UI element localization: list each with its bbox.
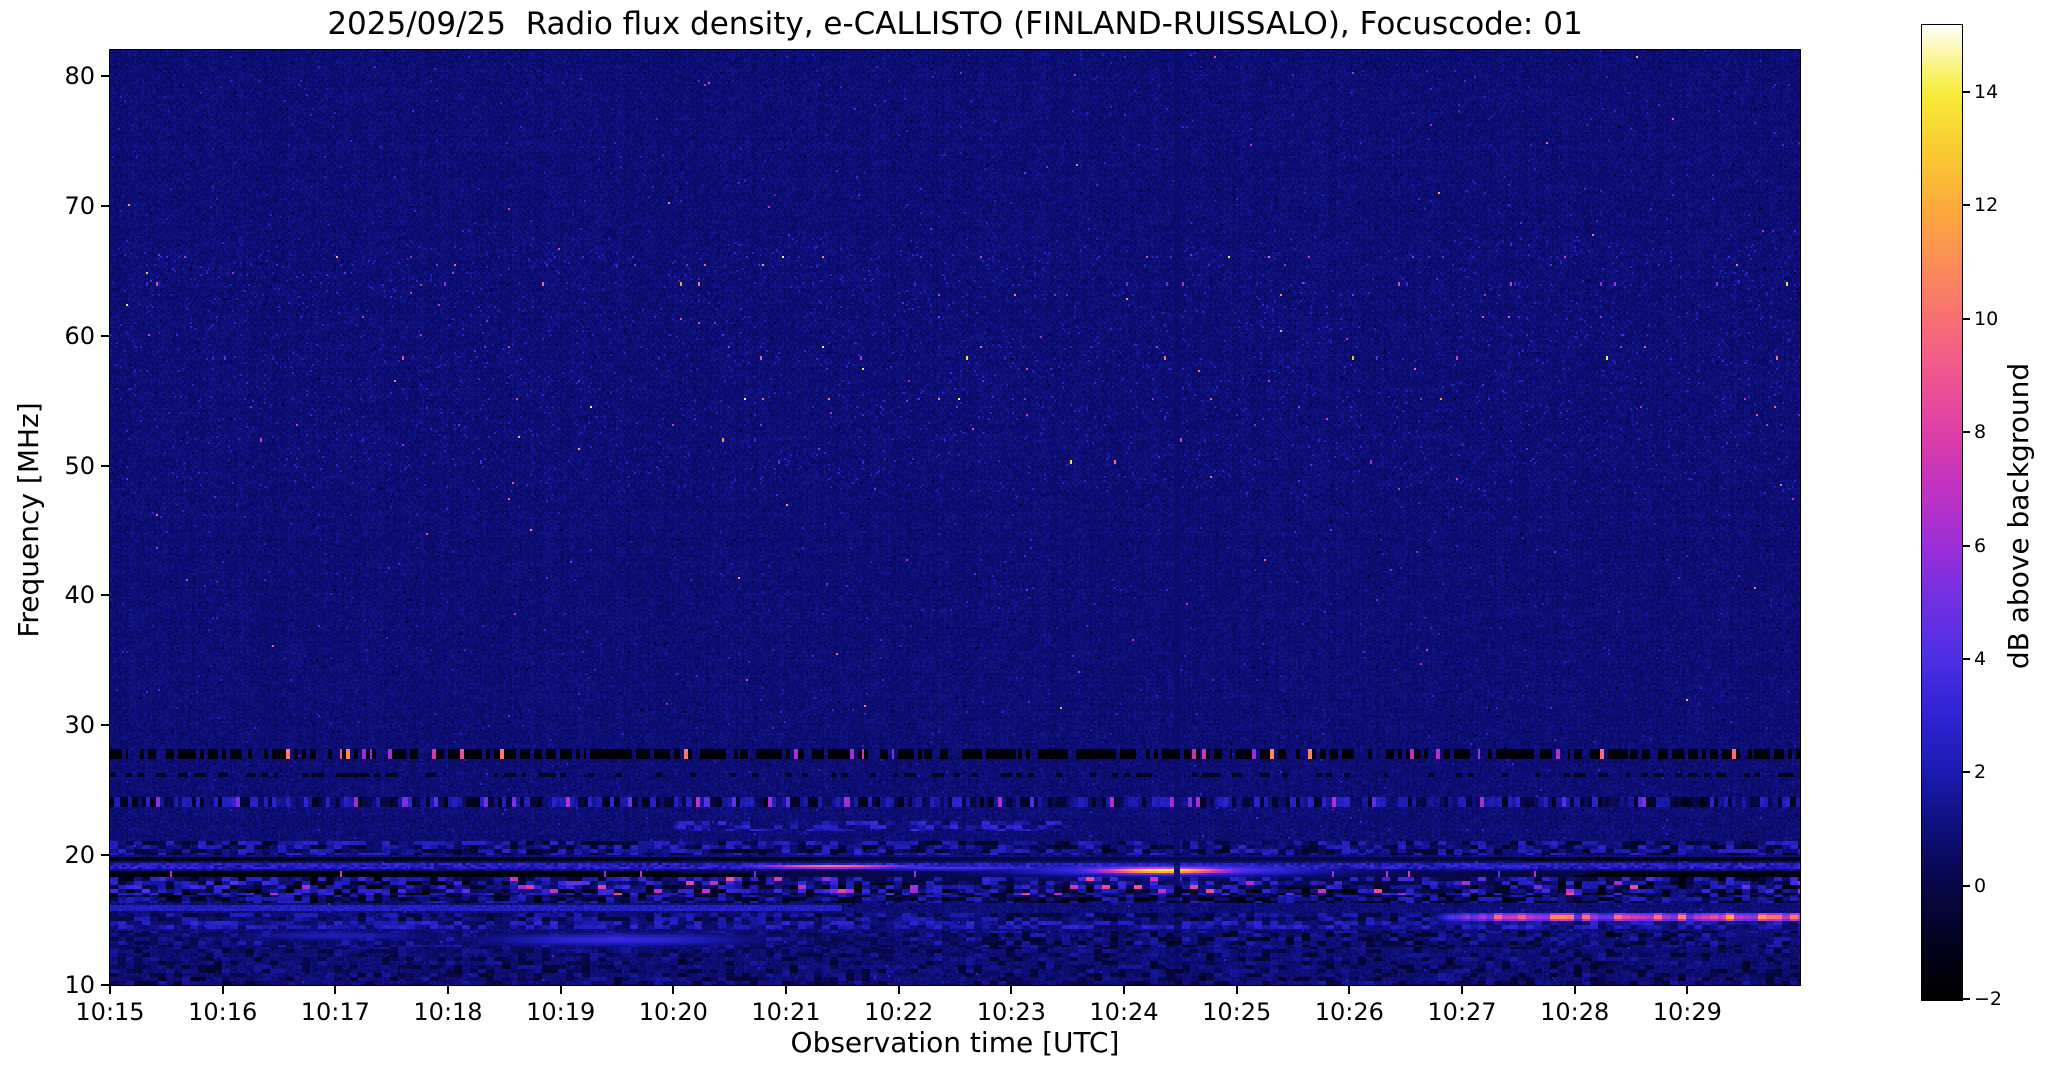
x-tick-mark <box>1573 986 1576 994</box>
colorbar-label: dB above background <box>2002 362 2035 670</box>
x-tick-mark <box>559 986 562 994</box>
colorbar-tick-label: −2 <box>1974 988 2003 1010</box>
x-tick-mark <box>1235 986 1238 994</box>
x-axis-label: Observation time [UTC] <box>790 1026 1120 1059</box>
y-tick-mark <box>101 594 109 597</box>
y-tick-label: 20 <box>64 841 95 870</box>
x-tick-label: 10:28 <box>1540 998 1610 1026</box>
x-tick-label: 10:21 <box>751 998 821 1026</box>
x-tick-mark <box>109 986 111 994</box>
colorbar-gradient-canvas <box>1922 25 1962 1000</box>
y-tick-label: 80 <box>64 61 95 90</box>
y-tick-mark <box>101 204 109 207</box>
x-tick-label: 10:25 <box>1202 998 1272 1026</box>
x-tick-label: 10:18 <box>413 998 483 1026</box>
y-tick-mark <box>101 74 109 77</box>
x-tick-mark <box>1686 986 1689 994</box>
x-tick-label: 10:26 <box>1314 998 1384 1026</box>
chart-title: 2025/09/25 Radio flux density, e-CALLIST… <box>327 6 1583 42</box>
y-tick-label: 40 <box>64 581 95 610</box>
x-tick-label: 10:29 <box>1652 998 1722 1026</box>
colorbar-tick-mark <box>1962 91 1970 94</box>
colorbar <box>1921 24 1963 1001</box>
y-tick-label: 50 <box>64 451 95 480</box>
colorbar-tick-label: 2 <box>1974 761 1987 784</box>
y-tick-mark <box>101 464 109 467</box>
spectrogram-heatmap-canvas <box>110 50 1800 985</box>
x-tick-mark <box>1123 986 1125 994</box>
x-tick-mark <box>447 986 449 994</box>
x-tick-label: 10:24 <box>1089 998 1159 1026</box>
colorbar-tick-mark <box>1962 204 1970 207</box>
colorbar-tick-mark <box>1962 998 1970 1000</box>
colorbar-tick-mark <box>1962 317 1970 320</box>
colorbar-tick-label: 4 <box>1974 647 1987 670</box>
x-tick-label: 10:19 <box>526 998 596 1026</box>
x-tick-mark <box>785 986 787 994</box>
colorbar-tick-label: 6 <box>1974 534 1987 557</box>
y-tick-label: 30 <box>64 711 95 740</box>
colorbar-tick-mark <box>1962 771 1970 774</box>
y-tick-mark <box>101 984 109 986</box>
x-tick-mark <box>672 986 675 994</box>
x-tick-mark <box>1010 986 1013 994</box>
x-tick-label: 10:22 <box>864 998 934 1026</box>
y-tick-label: 10 <box>64 971 95 999</box>
x-tick-label: 10:16 <box>188 998 258 1026</box>
x-tick-mark <box>1461 986 1463 994</box>
colorbar-tick-label: 10 <box>1974 307 1999 330</box>
x-tick-mark <box>897 986 900 994</box>
y-tick-label: 70 <box>64 191 95 220</box>
colorbar-tick-mark <box>1962 657 1970 660</box>
x-tick-mark <box>334 986 337 994</box>
x-tick-label: 10:20 <box>638 998 708 1026</box>
x-tick-label: 10:27 <box>1427 998 1497 1026</box>
colorbar-tick-label: 14 <box>1974 81 1999 104</box>
x-tick-label: 10:17 <box>300 998 370 1026</box>
colorbar-tick-mark <box>1962 431 1970 434</box>
x-tick-mark <box>221 986 224 994</box>
colorbar-tick-label: 0 <box>1974 874 1987 897</box>
x-tick-label: 10:23 <box>976 998 1046 1026</box>
colorbar-tick-label: 12 <box>1974 194 1999 217</box>
colorbar-tick-mark <box>1962 884 1970 887</box>
y-tick-mark <box>101 334 109 337</box>
colorbar-tick-label: 8 <box>1974 421 1987 444</box>
y-tick-label: 60 <box>64 321 95 350</box>
x-tick-label: 10:15 <box>75 998 145 1026</box>
y-axis-label: Frequency [MHz] <box>12 402 45 638</box>
y-tick-mark <box>101 724 109 727</box>
x-tick-mark <box>1348 986 1351 994</box>
plot-area <box>109 49 1801 986</box>
colorbar-tick-mark <box>1962 544 1970 547</box>
y-tick-mark <box>101 854 109 857</box>
